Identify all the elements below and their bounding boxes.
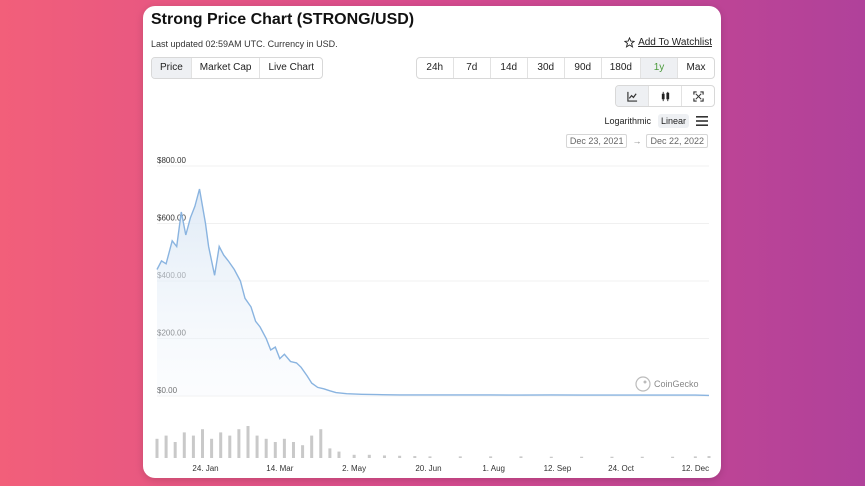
hamburger-menu-icon[interactable] <box>696 116 708 126</box>
watchlist-label: Add To Watchlist <box>638 37 712 48</box>
volume-bar <box>282 438 286 458</box>
volume-bar <box>382 455 386 458</box>
volume-bar <box>413 456 417 458</box>
volume-bar <box>200 429 204 458</box>
scale-linear-option[interactable]: Linear <box>657 114 689 128</box>
volume-bar <box>428 456 432 458</box>
tab-live-chart[interactable]: Live Chart <box>268 62 315 73</box>
volume-bar <box>398 455 402 458</box>
volume-bar <box>228 435 232 458</box>
volume-bar <box>246 426 250 458</box>
range-14d-button[interactable]: 14d <box>491 58 528 78</box>
volume-bar <box>191 435 195 458</box>
volume-bar <box>319 429 323 458</box>
x-tick-label: 24. Oct <box>608 464 635 473</box>
price-chart: $0.00$200.00$400.00$600.00$800.00 24. Ja… <box>155 156 711 473</box>
volume-bar <box>489 456 493 458</box>
range-30d-button[interactable]: 30d <box>528 58 565 78</box>
range-1y-button[interactable]: 1y <box>641 58 678 78</box>
range-7d-button[interactable]: 7d <box>454 58 491 78</box>
volume-bar <box>458 456 462 458</box>
y-tick-label: $600.00 <box>157 214 186 223</box>
x-tick-label: 20. Jun <box>415 464 441 473</box>
date-from-input[interactable]: Dec 23, 2021 <box>565 134 628 148</box>
x-tick-label: 12. Sep <box>544 464 572 473</box>
range-90d-button[interactable]: 90d <box>565 58 602 78</box>
price-line <box>156 188 710 397</box>
volume-bar <box>219 432 223 458</box>
scale-toggle: Logarithmic Linear <box>601 114 708 128</box>
volume-bar <box>640 456 644 458</box>
volume-bar <box>310 435 314 458</box>
volume-bar <box>352 454 356 458</box>
volume-bar <box>367 454 371 458</box>
range-24h-button[interactable]: 24h <box>417 58 454 78</box>
date-range-inputs: Dec 23, 2021 → Dec 22, 2022 <box>565 134 708 148</box>
date-to-input[interactable]: Dec 22, 2022 <box>646 134 708 148</box>
volume-bar <box>693 456 697 458</box>
candlestick-icon <box>661 91 669 101</box>
scale-logarithmic-option[interactable]: Logarithmic <box>604 116 651 126</box>
volume-bar <box>301 445 305 458</box>
tab-market-cap[interactable]: Market Cap <box>192 58 261 78</box>
x-tick-label: 14. Mar <box>266 464 293 473</box>
tab-price[interactable]: Price <box>152 58 192 78</box>
coingecko-logo-icon <box>635 376 651 392</box>
range-max-button[interactable]: Max <box>686 62 706 73</box>
volume-bar <box>273 442 277 458</box>
coingecko-logo-eye <box>643 380 647 384</box>
volume-bar <box>173 442 177 458</box>
metric-tabs: Price Market Cap Live Chart <box>151 57 324 79</box>
price-chart-card: Strong Price Chart (STRONG/USD) Last upd… <box>143 6 721 478</box>
volume-bar <box>291 442 295 458</box>
volume-bar <box>210 438 214 458</box>
x-tick-label: 24. Jan <box>192 464 218 473</box>
add-to-watchlist-link[interactable]: Add To Watchlist <box>624 37 712 48</box>
fullscreen-button[interactable] <box>682 86 714 106</box>
volume-bar <box>580 456 584 458</box>
fullscreen-icon <box>692 90 704 102</box>
coingecko-watermark: CoinGecko <box>635 376 699 392</box>
volume-bar <box>337 451 341 458</box>
range-180d-button[interactable]: 180d <box>602 58 641 78</box>
volume-bar <box>549 456 553 458</box>
volume-bar <box>164 435 168 458</box>
candlestick-button[interactable] <box>649 86 682 106</box>
line-chart-button[interactable] <box>616 86 649 106</box>
x-tick-label: 1. Aug <box>482 464 505 473</box>
star-icon <box>624 37 636 48</box>
last-updated-text: Last updated 02:59AM UTC. Currency in US… <box>151 39 338 49</box>
volume-bar <box>328 448 332 458</box>
chart-title: Strong Price Chart (STRONG/USD) <box>151 11 415 28</box>
volume-bar <box>155 438 159 458</box>
time-range-selector: 24h 7d 14d 30d 90d 180d 1y Max <box>415 57 715 79</box>
x-tick-label: 2. May <box>342 464 366 473</box>
volume-bar <box>707 456 711 458</box>
y-tick-label: $800.00 <box>157 156 186 165</box>
line-chart-icon <box>626 91 637 102</box>
volume-bar <box>237 429 241 458</box>
volume-bar <box>671 456 675 458</box>
volume-bar <box>182 432 186 458</box>
price-area <box>157 189 709 396</box>
volume-bar <box>255 435 259 458</box>
watermark-text: CoinGecko <box>654 379 699 389</box>
x-tick-label: 12. Dec <box>682 464 710 473</box>
volume-bar <box>264 438 268 458</box>
volume-bar <box>610 456 614 458</box>
volume-bar <box>519 456 523 458</box>
arrow-right-icon: → <box>632 136 642 146</box>
chart-type-selector <box>615 85 715 107</box>
